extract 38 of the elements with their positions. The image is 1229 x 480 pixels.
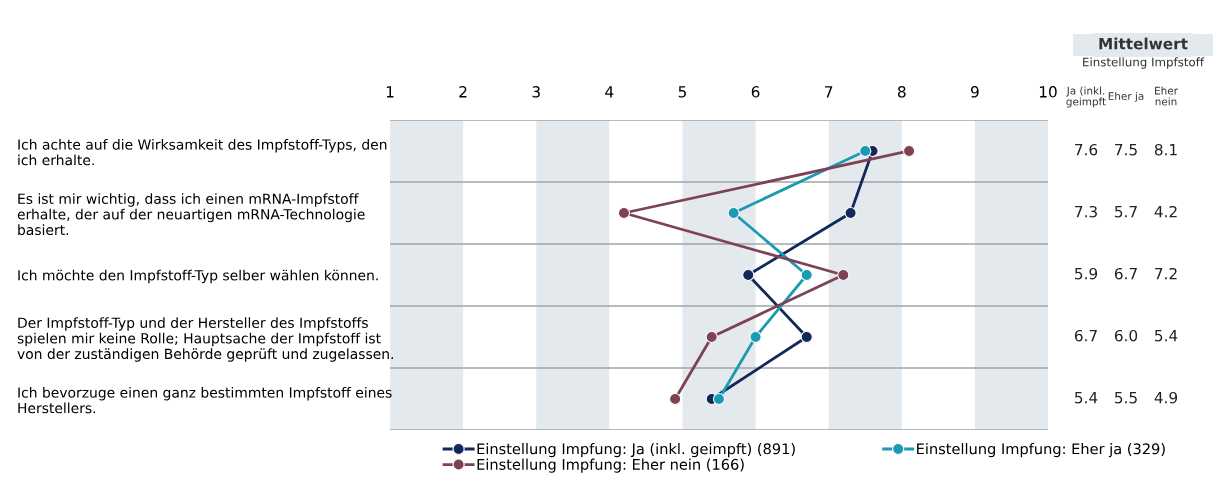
data-label: 8.1 (1154, 143, 1177, 156)
y-tick-label: Es ist mir wichtig, dass ich einen mRNA-Impfstoff erhalte, der auf der neuartigen mRNA-Technologie basiert. (17, 193, 365, 236)
data-label: 5.7 (1115, 206, 1137, 218)
text: Eher nein (1155, 86, 1178, 106)
text: Einstellung Impfstoff (1083, 57, 1205, 69)
x-tick-label: 2 (459, 86, 467, 98)
text: Eher ja (1108, 91, 1144, 103)
data-label: 5.4 (1155, 330, 1178, 342)
x-tick-label: 8 (897, 86, 906, 98)
x-tick-label: 4 (605, 86, 614, 98)
x-tick-label: 9 (970, 86, 979, 98)
legend-label: Einstellung Impfung: Eher nein (166) (477, 458, 744, 473)
x-tick-label: 7 (825, 86, 833, 98)
data-label: 7.6 (1075, 143, 1098, 156)
x-tick-label: 3 (532, 86, 540, 98)
data-label: 5.5 (1115, 392, 1137, 404)
data-label: 4.9 (1154, 391, 1178, 404)
legend-label: Einstellung Impfung: Ja (inkl. geimpft) (891) (477, 443, 795, 458)
x-tick-label: 6 (751, 86, 760, 98)
data-label: 7.5 (1115, 144, 1137, 156)
data-label: 5.4 (1075, 392, 1098, 404)
y-tick-label: Ich achte auf die Wirksamkeit des Impfstoff-Typs, den ich erhalte. (18, 139, 387, 166)
legend-label: Einstellung Impfung: Eher ja (329) (917, 443, 1165, 458)
data-label: 7.2 (1155, 267, 1177, 280)
y-tick-label: Der Impfstoff-Typ und der Hersteller des Impfstoffs spielen mir keine Rolle; Hauptsache der Impfstoff ist von der zuständigen Behörde geprüft und zugelassen. (17, 317, 393, 362)
data-label: 4.2 (1154, 205, 1177, 218)
x-tick-label: 5 (678, 86, 686, 98)
data-label: 6.0 (1114, 329, 1138, 342)
data-label: 7.3 (1075, 205, 1097, 218)
data-label: 5.9 (1075, 267, 1098, 280)
y-tick-label: Ich bevorzuge einen ganz bestimmten Impfstoff eines Herstellers. (18, 387, 392, 414)
x-tick-label: 10 (1039, 86, 1057, 98)
text: Mittelwert (1099, 37, 1188, 50)
y-tick-label: Ich möchte den Impfstoff-Typ selber wählen können. (18, 269, 378, 284)
x-tick-label: 1 (386, 86, 394, 98)
text: Ja (inkl. geimpft (1066, 86, 1106, 108)
data-label: 6.7 (1114, 267, 1137, 280)
data-label: 6.7 (1074, 329, 1097, 342)
